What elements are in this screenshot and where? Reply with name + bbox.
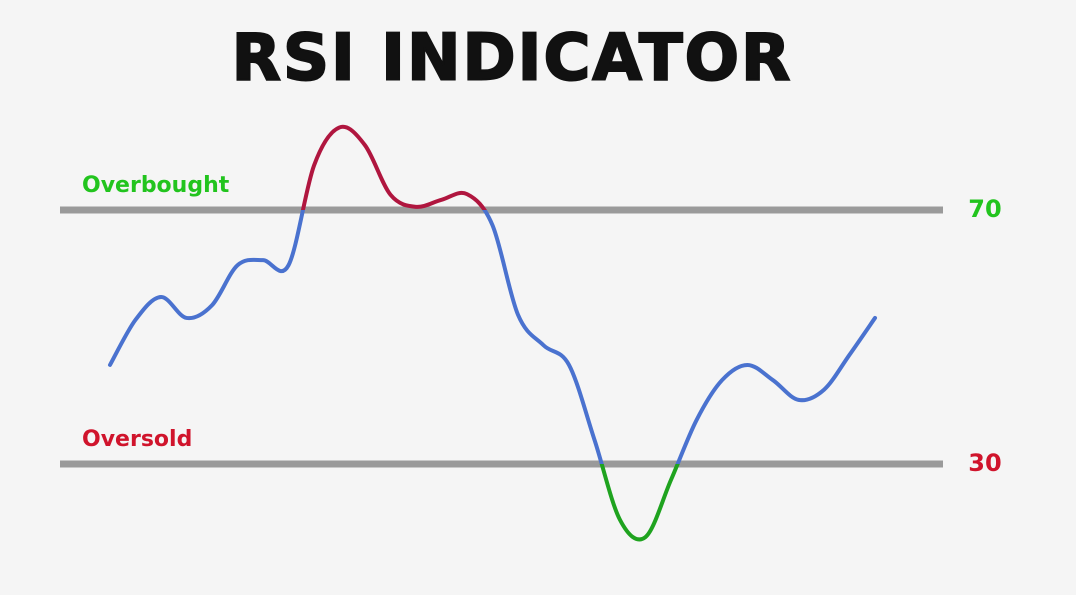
annotation: Overbought <box>82 173 230 198</box>
chart-title: RSI INDICATOR <box>232 22 793 96</box>
annotation: Oversold <box>82 427 192 452</box>
y-tick-label: 70 <box>968 195 1001 223</box>
rsi-line <box>108 210 877 464</box>
y-tick-label: 30 <box>968 449 1001 477</box>
